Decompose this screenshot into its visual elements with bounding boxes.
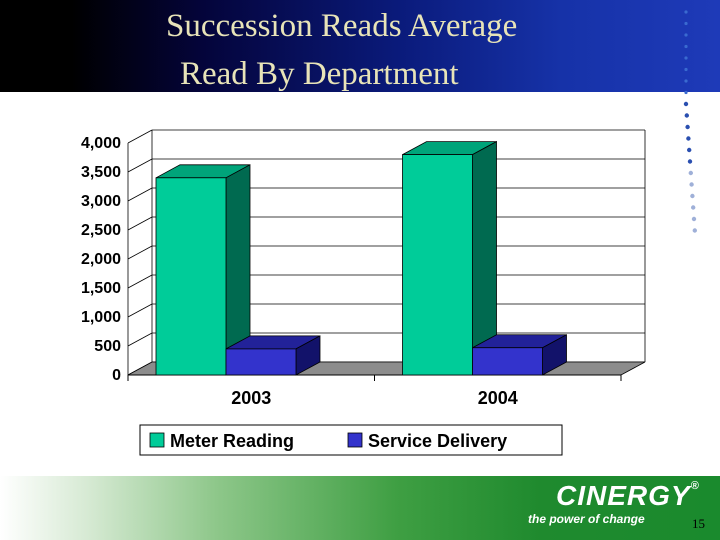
side-gridline	[127, 187, 153, 202]
cinergy-logo: CINERGY®	[556, 480, 700, 512]
y-tick-label: 2,000	[81, 251, 121, 268]
footer-banner	[0, 476, 720, 540]
decorative-dot	[685, 124, 690, 130]
x-tick-label: 2003	[231, 388, 271, 408]
decorative-dot	[684, 56, 688, 60]
y-tick-label: 1,000	[81, 309, 121, 326]
side-gridline	[127, 158, 153, 173]
decorative-dot	[688, 170, 693, 176]
decorative-dot	[690, 193, 695, 199]
y-tick-label: 1,500	[81, 280, 121, 297]
decorative-dot	[684, 90, 688, 95]
bar-chart: 0 500 1,000 1,500 2,000 2,500 3,000 3,500 4,000 2…	[81, 129, 646, 456]
page-number: 15	[692, 516, 705, 531]
legend-swatch	[347, 432, 363, 448]
decorative-dot	[687, 159, 693, 164]
x-tick-label: 2004	[478, 388, 518, 408]
logo-text: CINERGY	[556, 480, 691, 511]
decorative-dot	[689, 182, 694, 187]
title-banner	[0, 0, 720, 92]
side-gridline	[127, 274, 153, 289]
decorative-dot	[687, 147, 692, 153]
decorative-dot	[683, 101, 689, 107]
decorative-dot	[684, 67, 688, 72]
y-tick-label: 3,000	[81, 193, 121, 210]
decorative-dots	[683, 10, 697, 233]
decorative-dot	[684, 79, 688, 83]
legend-label: Service Delivery	[368, 431, 507, 451]
bar-meter-reading	[402, 154, 473, 376]
bar-service-delivery	[472, 347, 543, 376]
decorative-dot	[684, 21, 688, 26]
bar-service-delivery	[225, 348, 297, 376]
decorative-dot	[684, 113, 689, 118]
decorative-dot	[686, 136, 691, 141]
y-tick-label: 0	[112, 367, 121, 384]
decorative-dot	[691, 216, 697, 222]
decorative-dot	[684, 33, 688, 37]
legend-swatch	[149, 432, 165, 448]
slide-title-line-1: Succession Reads Average	[166, 8, 518, 44]
registered-mark: ®	[690, 480, 700, 492]
y-tick-label: 4,000	[81, 135, 121, 152]
side-gridline	[127, 332, 153, 347]
decorative-dot	[684, 10, 688, 14]
decorative-dot	[691, 205, 696, 210]
y-tick-label: 3,500	[81, 164, 121, 181]
side-gridline	[127, 129, 153, 144]
tagline: the power of change	[528, 512, 645, 526]
bar-meter-reading	[155, 177, 227, 376]
side-gridline	[127, 245, 153, 260]
y-tick-label: 2,500	[81, 222, 121, 239]
legend-label: Meter Reading	[170, 431, 294, 451]
y-tick-label: 500	[94, 338, 121, 355]
slide-title-line-2: Read By Department	[180, 56, 459, 92]
decorative-dot	[684, 44, 688, 49]
side-gridline	[127, 216, 153, 231]
side-gridline	[127, 303, 153, 318]
decorative-dot	[692, 228, 697, 233]
